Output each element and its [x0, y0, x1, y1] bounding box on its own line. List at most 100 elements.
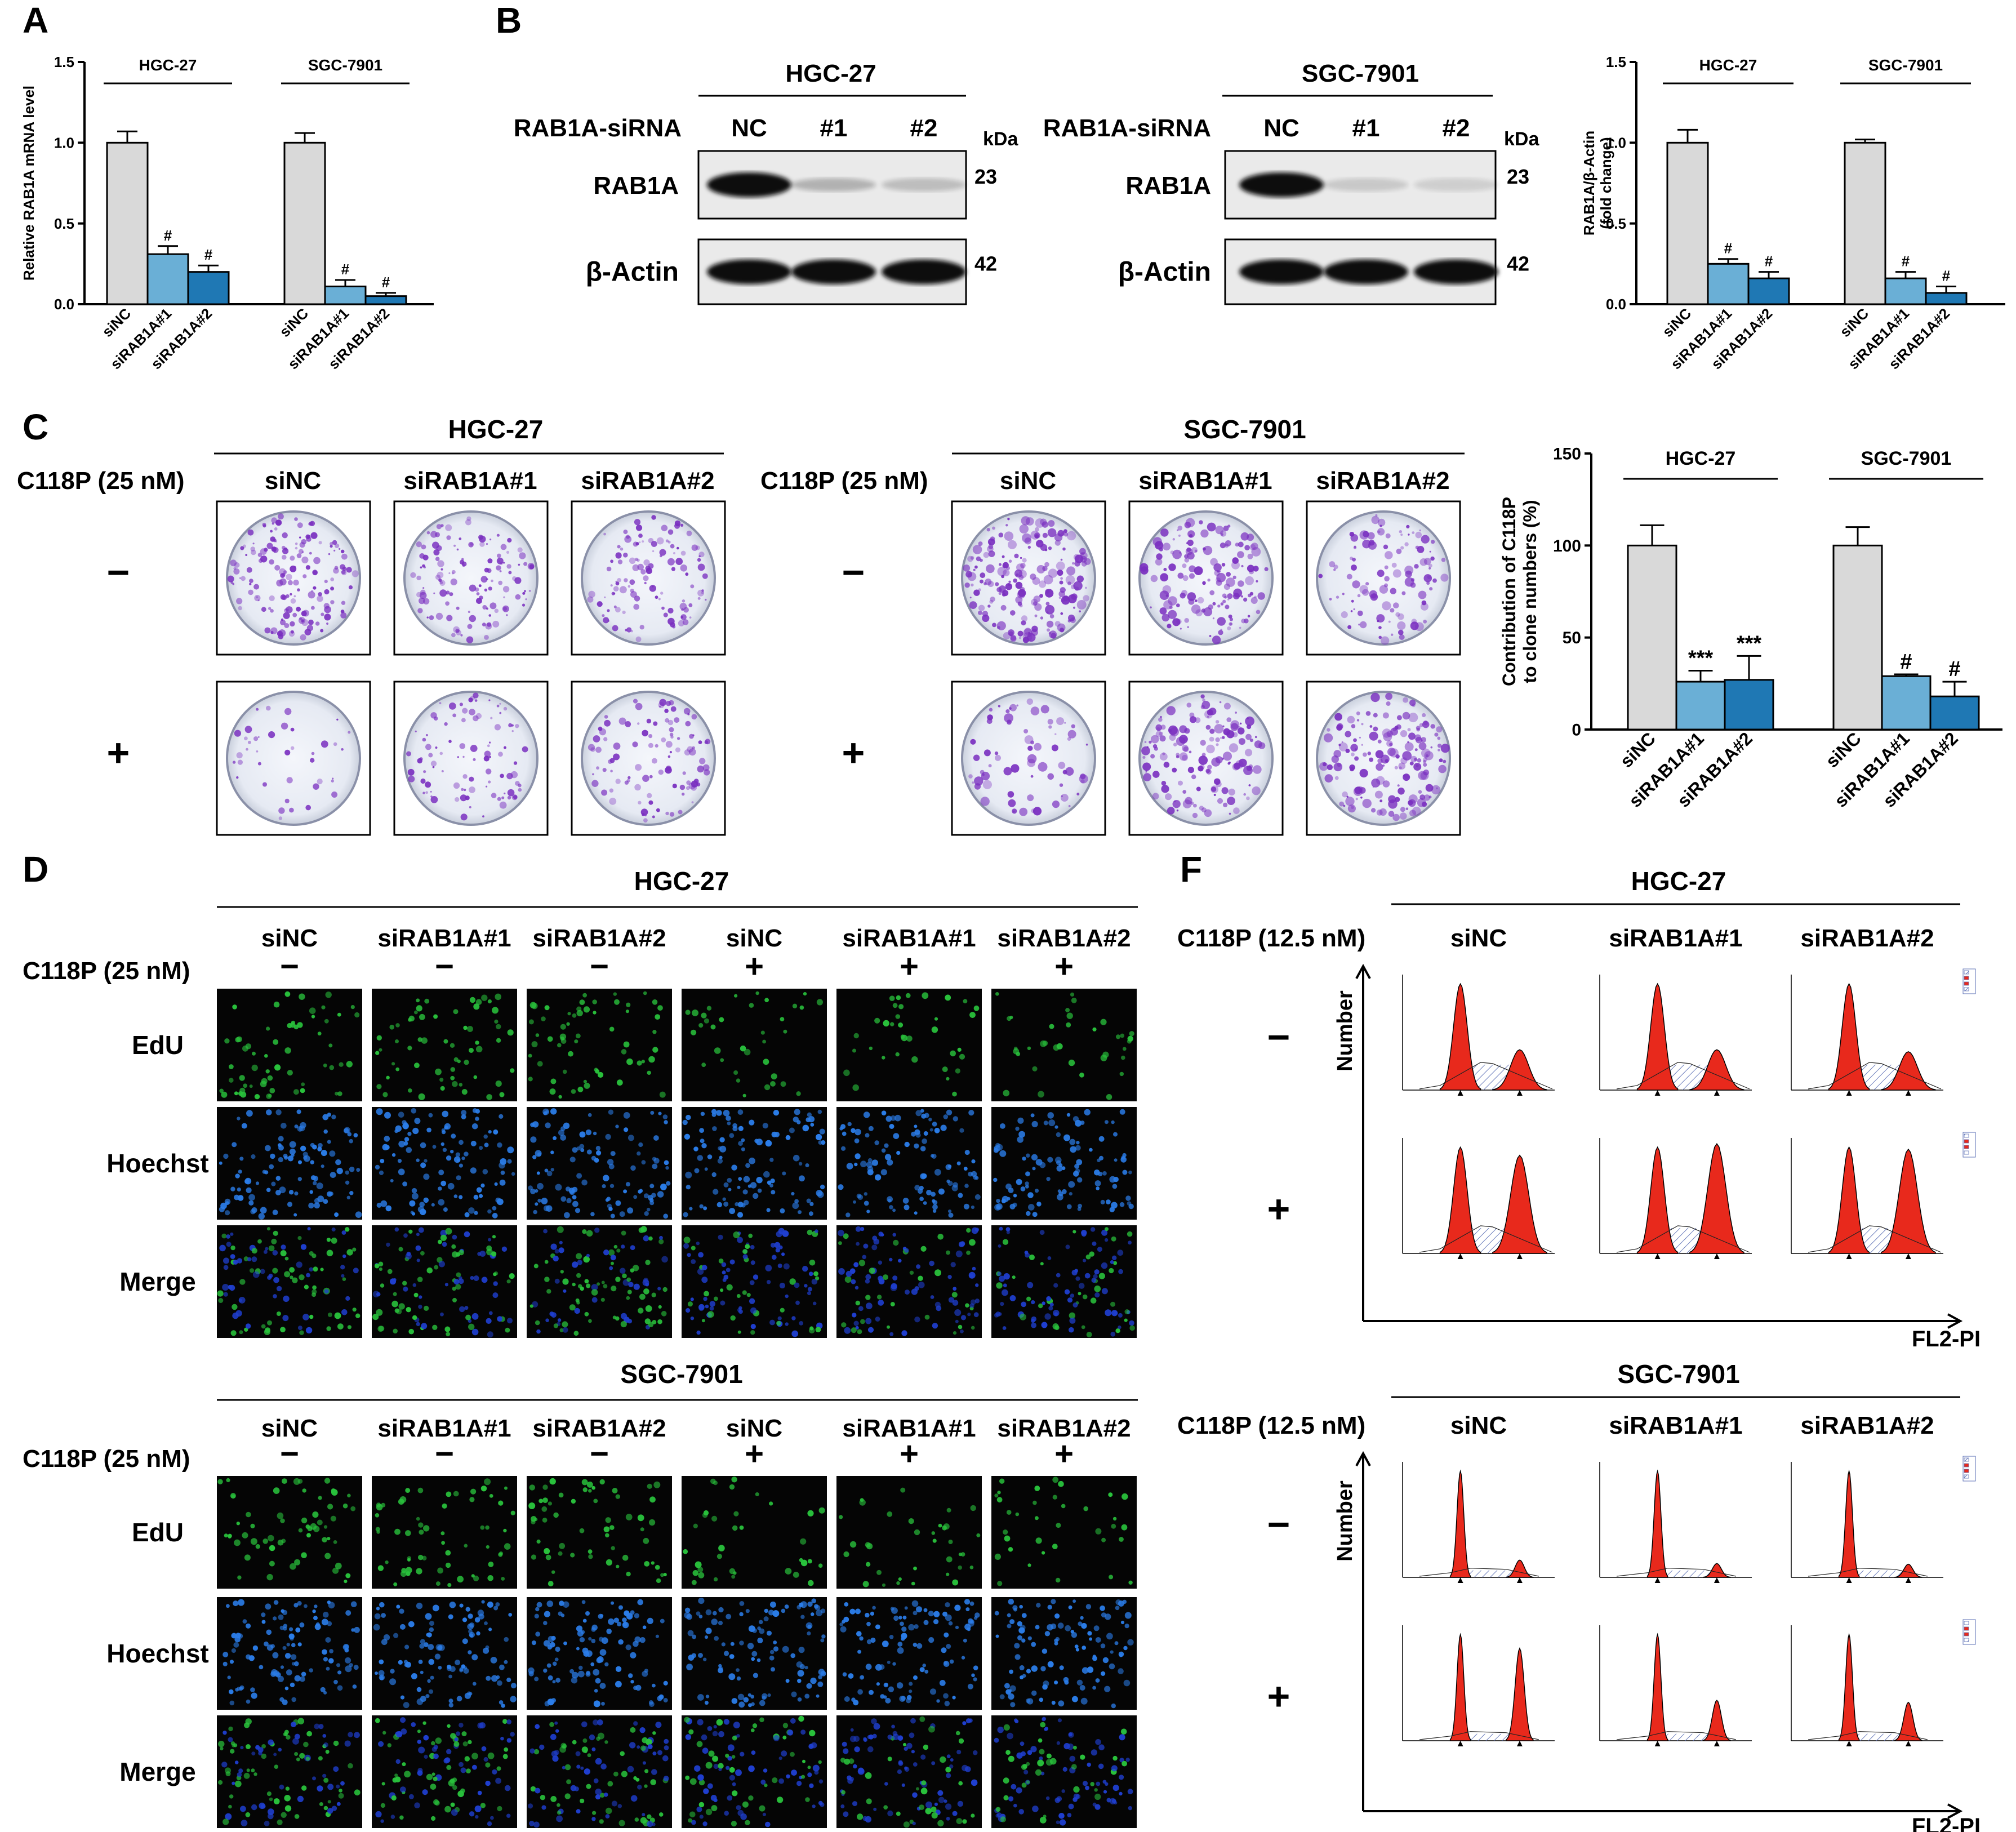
nucleus: [946, 1754, 951, 1759]
colony: [675, 747, 680, 753]
colony: [281, 618, 284, 621]
nucleus: [914, 1143, 919, 1149]
nucleus: [233, 1260, 238, 1265]
nucleus: [499, 1179, 506, 1186]
colony: [1222, 725, 1225, 727]
nucleus: [542, 1497, 548, 1504]
nucleus: [1009, 1016, 1013, 1020]
nucleus: [625, 1514, 633, 1520]
nucleus: [785, 1294, 789, 1299]
nucleus: [878, 1231, 883, 1237]
nucleus: [475, 1040, 479, 1045]
nucleus: [865, 1612, 870, 1618]
nucleus: [718, 1668, 724, 1674]
nucleus: [296, 1109, 301, 1114]
nucleus: [841, 1146, 846, 1151]
colony: [470, 695, 475, 701]
nucleus: [459, 1083, 463, 1087]
colony: [483, 755, 489, 762]
colony: [286, 573, 292, 580]
nucleus: [533, 1264, 539, 1269]
colony: [1186, 542, 1189, 544]
nucleus: [559, 1746, 567, 1753]
nucleus: [584, 1082, 590, 1089]
colony: [284, 749, 291, 755]
nucleus: [713, 1725, 717, 1729]
colony: [624, 535, 632, 543]
nucleus: [327, 1113, 331, 1117]
nucleus: [397, 1159, 402, 1163]
nucleus: [372, 1291, 380, 1298]
nucleus: [244, 1327, 248, 1332]
nucleus: [737, 1109, 744, 1115]
colony: [301, 551, 304, 553]
nucleus: [1056, 1741, 1061, 1745]
nucleus: [598, 1071, 604, 1078]
colony: [1423, 757, 1428, 762]
nucleus: [1042, 1040, 1048, 1046]
nucleus: [630, 1727, 636, 1733]
nucleus: [323, 1742, 328, 1747]
nucleus: [1072, 1599, 1076, 1603]
nucleus: [260, 1269, 265, 1274]
protein-band: [1239, 172, 1324, 197]
colony: [1223, 802, 1228, 807]
nucleus: [303, 1741, 309, 1747]
colony: [1209, 635, 1212, 637]
colony: [1024, 735, 1034, 744]
nucleus: [994, 1611, 999, 1616]
colony: [644, 581, 647, 585]
colony: [435, 746, 438, 749]
colony: [1048, 725, 1052, 729]
nucleus: [510, 1510, 515, 1515]
colony: [1040, 518, 1047, 526]
colony: [341, 601, 346, 605]
nucleus: [777, 1264, 782, 1268]
nucleus: [529, 1821, 535, 1826]
nucleus: [610, 1151, 616, 1157]
colony: [273, 539, 277, 543]
nucleus: [696, 1741, 703, 1747]
nucleus: [773, 1110, 780, 1116]
nucleus: [660, 1618, 665, 1624]
nucleus: [994, 1313, 999, 1318]
colony: [613, 742, 621, 750]
colony: [1004, 713, 1013, 723]
nucleus: [753, 1193, 759, 1199]
colony: [1253, 566, 1259, 572]
nucleus: [1019, 1604, 1023, 1609]
nucleus: [1012, 1202, 1017, 1207]
colony: [460, 813, 468, 821]
nucleus: [1056, 1132, 1061, 1137]
nucleus: [492, 1235, 496, 1239]
nucleus: [612, 1488, 618, 1493]
y-tick-label: 150: [1553, 445, 1581, 464]
nucleus: [865, 1274, 871, 1280]
nucleus: [712, 1611, 717, 1616]
nucleus: [569, 1157, 576, 1163]
colony: [1007, 719, 1012, 725]
colony: [444, 722, 448, 726]
nucleus: [480, 1183, 485, 1188]
nucleus: [855, 1128, 861, 1136]
colony: [1008, 629, 1014, 636]
nucleus: [420, 1162, 426, 1168]
nucleus: [353, 1133, 358, 1138]
nucleus: [808, 1271, 813, 1277]
nucleus: [1017, 1117, 1024, 1124]
nucleus: [637, 1599, 643, 1606]
nucleus: [882, 1056, 885, 1060]
colony: [284, 623, 290, 628]
nucleus: [533, 1749, 540, 1755]
colony: [1389, 742, 1393, 746]
nucleus: [322, 1649, 327, 1655]
colony: [1357, 594, 1361, 598]
nucleus: [657, 1191, 664, 1198]
nucleus: [1013, 1194, 1017, 1198]
nucleus: [738, 1309, 743, 1314]
colony: [250, 546, 256, 552]
nucleus: [314, 1604, 318, 1608]
nucleus: [645, 1260, 651, 1265]
nucleus: [745, 1609, 750, 1613]
colony: [1058, 762, 1066, 769]
